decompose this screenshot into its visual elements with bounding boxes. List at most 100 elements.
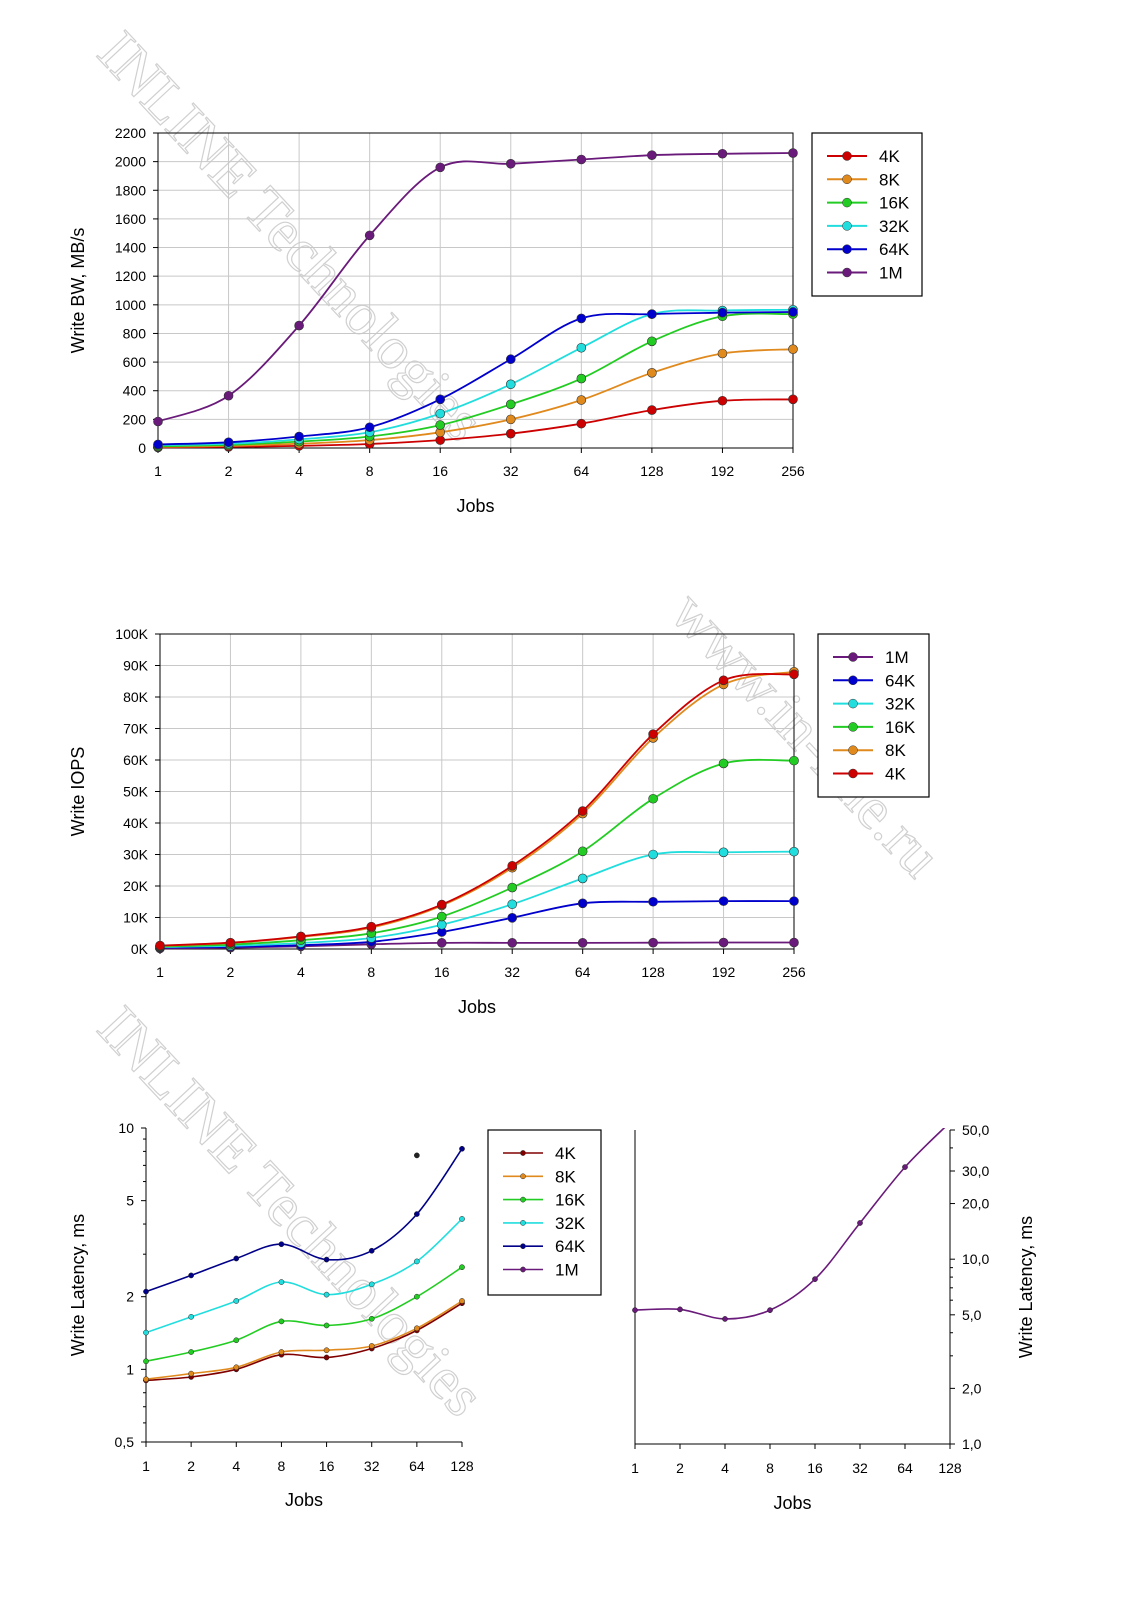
y-tick-label: 0 — [138, 440, 146, 456]
x-tick-label: 1 — [142, 1458, 150, 1474]
x-tick-label: 128 — [938, 1460, 962, 1476]
data-point-32k — [435, 408, 446, 419]
data-point-16k — [507, 882, 518, 893]
plot-frame — [157, 132, 794, 449]
data-point-32k — [507, 899, 518, 910]
y-tick-label: 1200 — [115, 268, 146, 284]
data-point-16k — [505, 399, 516, 410]
data-point-8k — [459, 1298, 465, 1304]
data-point-1m — [577, 938, 588, 948]
data-point-64k — [505, 354, 516, 365]
data-point-1m — [857, 1220, 863, 1226]
data-point-64k — [414, 1211, 420, 1217]
data-point-64k — [368, 1247, 375, 1254]
data-point-32k — [576, 342, 587, 353]
y-tick-label: 1600 — [115, 211, 146, 227]
x-tick-label: 1 — [154, 463, 162, 479]
legend-label-1m: 1M — [885, 648, 909, 667]
data-point-1m — [436, 938, 447, 948]
x-tick-label: 32 — [504, 964, 520, 980]
legend-marker-8k — [848, 745, 858, 755]
data-point-1m — [576, 154, 587, 165]
y-tick-label: 40K — [123, 815, 149, 831]
y-tick-label: 50K — [123, 784, 149, 800]
x-tick-label: 128 — [450, 1458, 474, 1474]
x-axis-title: Jobs — [773, 1493, 811, 1513]
data-point-16k — [188, 1349, 194, 1355]
legend-label-32k: 32K — [879, 217, 910, 236]
data-point-32k — [323, 1291, 330, 1298]
x-tick-label: 256 — [782, 964, 806, 980]
data-point-4k — [576, 418, 587, 429]
x-tick-label: 4 — [295, 463, 303, 479]
data-point-8k — [278, 1349, 285, 1355]
data-point-1m — [632, 1307, 638, 1313]
y-tick-label: 10 — [118, 1120, 134, 1136]
data-point-32k — [577, 873, 588, 884]
y-tick-label: 50,0 — [962, 1122, 989, 1138]
x-tick-label: 8 — [278, 1458, 286, 1474]
data-point-8k — [233, 1364, 240, 1371]
data-point-1m — [789, 937, 799, 948]
legend-marker-64k — [520, 1243, 526, 1250]
data-point-32k — [278, 1279, 285, 1285]
y-tick-label: 1 — [126, 1361, 134, 1377]
x-tick-label: 1 — [631, 1460, 639, 1476]
data-point-1m — [153, 416, 163, 427]
data-point-4k — [647, 405, 657, 415]
x-tick-label: 32 — [503, 463, 519, 479]
data-point-16k — [648, 793, 658, 804]
data-point-4k — [296, 931, 306, 942]
data-point-64k — [233, 1255, 240, 1262]
y-axis-title: Write IOPS — [68, 747, 88, 837]
y-axis-title: Write Latency, ms — [68, 1214, 88, 1356]
series-line-1m — [157, 152, 794, 423]
series-1m — [414, 1152, 420, 1159]
legend-marker-1m — [520, 1266, 526, 1273]
legend: 4K 8K 16K 32K 64K 1M — [487, 1129, 602, 1296]
y-tick-label: 1400 — [115, 240, 146, 256]
legend-marker-4k — [848, 768, 858, 779]
legend-marker-8k — [520, 1173, 526, 1180]
data-point-1m — [505, 158, 516, 169]
x-tick-label: 192 — [711, 463, 735, 479]
y-tick-label: 2 — [126, 1289, 134, 1305]
data-point-1m — [648, 937, 658, 948]
data-point-4k — [788, 394, 798, 405]
y-tick-label: 20K — [123, 878, 149, 894]
data-point-4k — [323, 1354, 330, 1361]
data-point-16k — [278, 1318, 285, 1325]
y-tick-label: 5 — [126, 1193, 134, 1209]
data-point-16k — [789, 755, 799, 766]
data-point-32k — [436, 919, 447, 930]
series-line-4k — [159, 673, 795, 947]
data-point-64k — [717, 307, 728, 318]
x-tick-label: 16 — [434, 964, 450, 980]
x-tick-label: 2 — [676, 1460, 684, 1476]
legend-label-8k: 8K — [555, 1167, 576, 1186]
data-point-4k — [507, 861, 518, 871]
x-tick-label: 8 — [366, 463, 374, 479]
series-line-8k — [157, 348, 794, 448]
y-tick-label: 0,5 — [115, 1434, 135, 1450]
data-point-1m — [414, 1152, 420, 1159]
x-tick-label: 32 — [364, 1458, 380, 1474]
series-line-32k — [157, 308, 794, 446]
y-tick-label: 5,0 — [962, 1307, 982, 1323]
legend-box — [811, 132, 923, 297]
y-tick-label: 1800 — [115, 182, 146, 198]
data-point-32k — [414, 1258, 420, 1265]
x-tick-label: 128 — [641, 964, 665, 980]
y-tick-label: 0K — [131, 941, 149, 957]
series-line-64k — [157, 311, 794, 446]
series-line-8k — [159, 670, 795, 947]
data-point-64k — [364, 422, 375, 433]
data-point-64k — [788, 307, 798, 317]
legend: 1M 64K 32K 16K 8K 4K — [817, 633, 930, 798]
legend-label-1m: 1M — [879, 264, 903, 283]
legend-label-16k: 16K — [885, 718, 916, 737]
data-point-64k — [223, 437, 234, 448]
y-tick-label: 60K — [123, 752, 149, 768]
data-point-1m — [767, 1307, 773, 1313]
data-point-16k — [647, 336, 657, 347]
